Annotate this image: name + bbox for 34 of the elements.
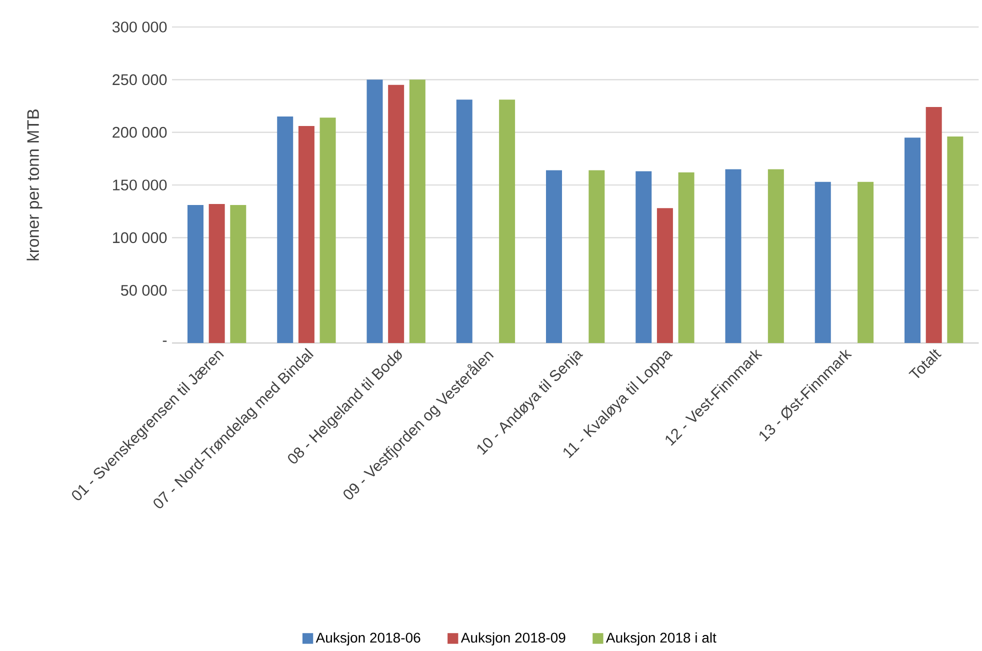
bar (546, 170, 562, 344)
y-tick-label: 200 000 (112, 126, 167, 138)
bar (499, 100, 516, 344)
bar (656, 208, 673, 344)
bar (947, 136, 964, 344)
y-tick-label: 50 000 (121, 284, 167, 296)
y-tick-label: 250 000 (112, 74, 167, 86)
bar (858, 182, 874, 344)
bar (366, 80, 383, 344)
y-axis-title: kroner per tonn MTB (26, 109, 42, 260)
bar (926, 107, 942, 344)
bar (456, 100, 472, 344)
legend-label: Auksjon 2018-09 (460, 632, 566, 646)
bar (588, 170, 605, 344)
bar (320, 118, 336, 344)
bar (298, 126, 314, 344)
bar (636, 171, 652, 344)
y-tick-label: 150 000 (113, 180, 167, 190)
bar (814, 182, 831, 344)
bar (904, 138, 921, 344)
legend-label: Auksjon 2018-06 (316, 632, 420, 646)
bar (277, 116, 294, 344)
bar (208, 204, 225, 344)
y-tick-label: - (162, 340, 167, 342)
bar (768, 169, 784, 344)
bar (230, 205, 246, 344)
bar (388, 84, 404, 344)
bar (187, 205, 204, 344)
bar (678, 172, 694, 344)
legend-label: Auksjon 2018 i alt (606, 632, 716, 646)
y-tick-label: 100 000 (113, 232, 167, 244)
y-tick-label: 300 000 (112, 22, 167, 32)
bar (409, 80, 426, 344)
bar (725, 169, 742, 344)
